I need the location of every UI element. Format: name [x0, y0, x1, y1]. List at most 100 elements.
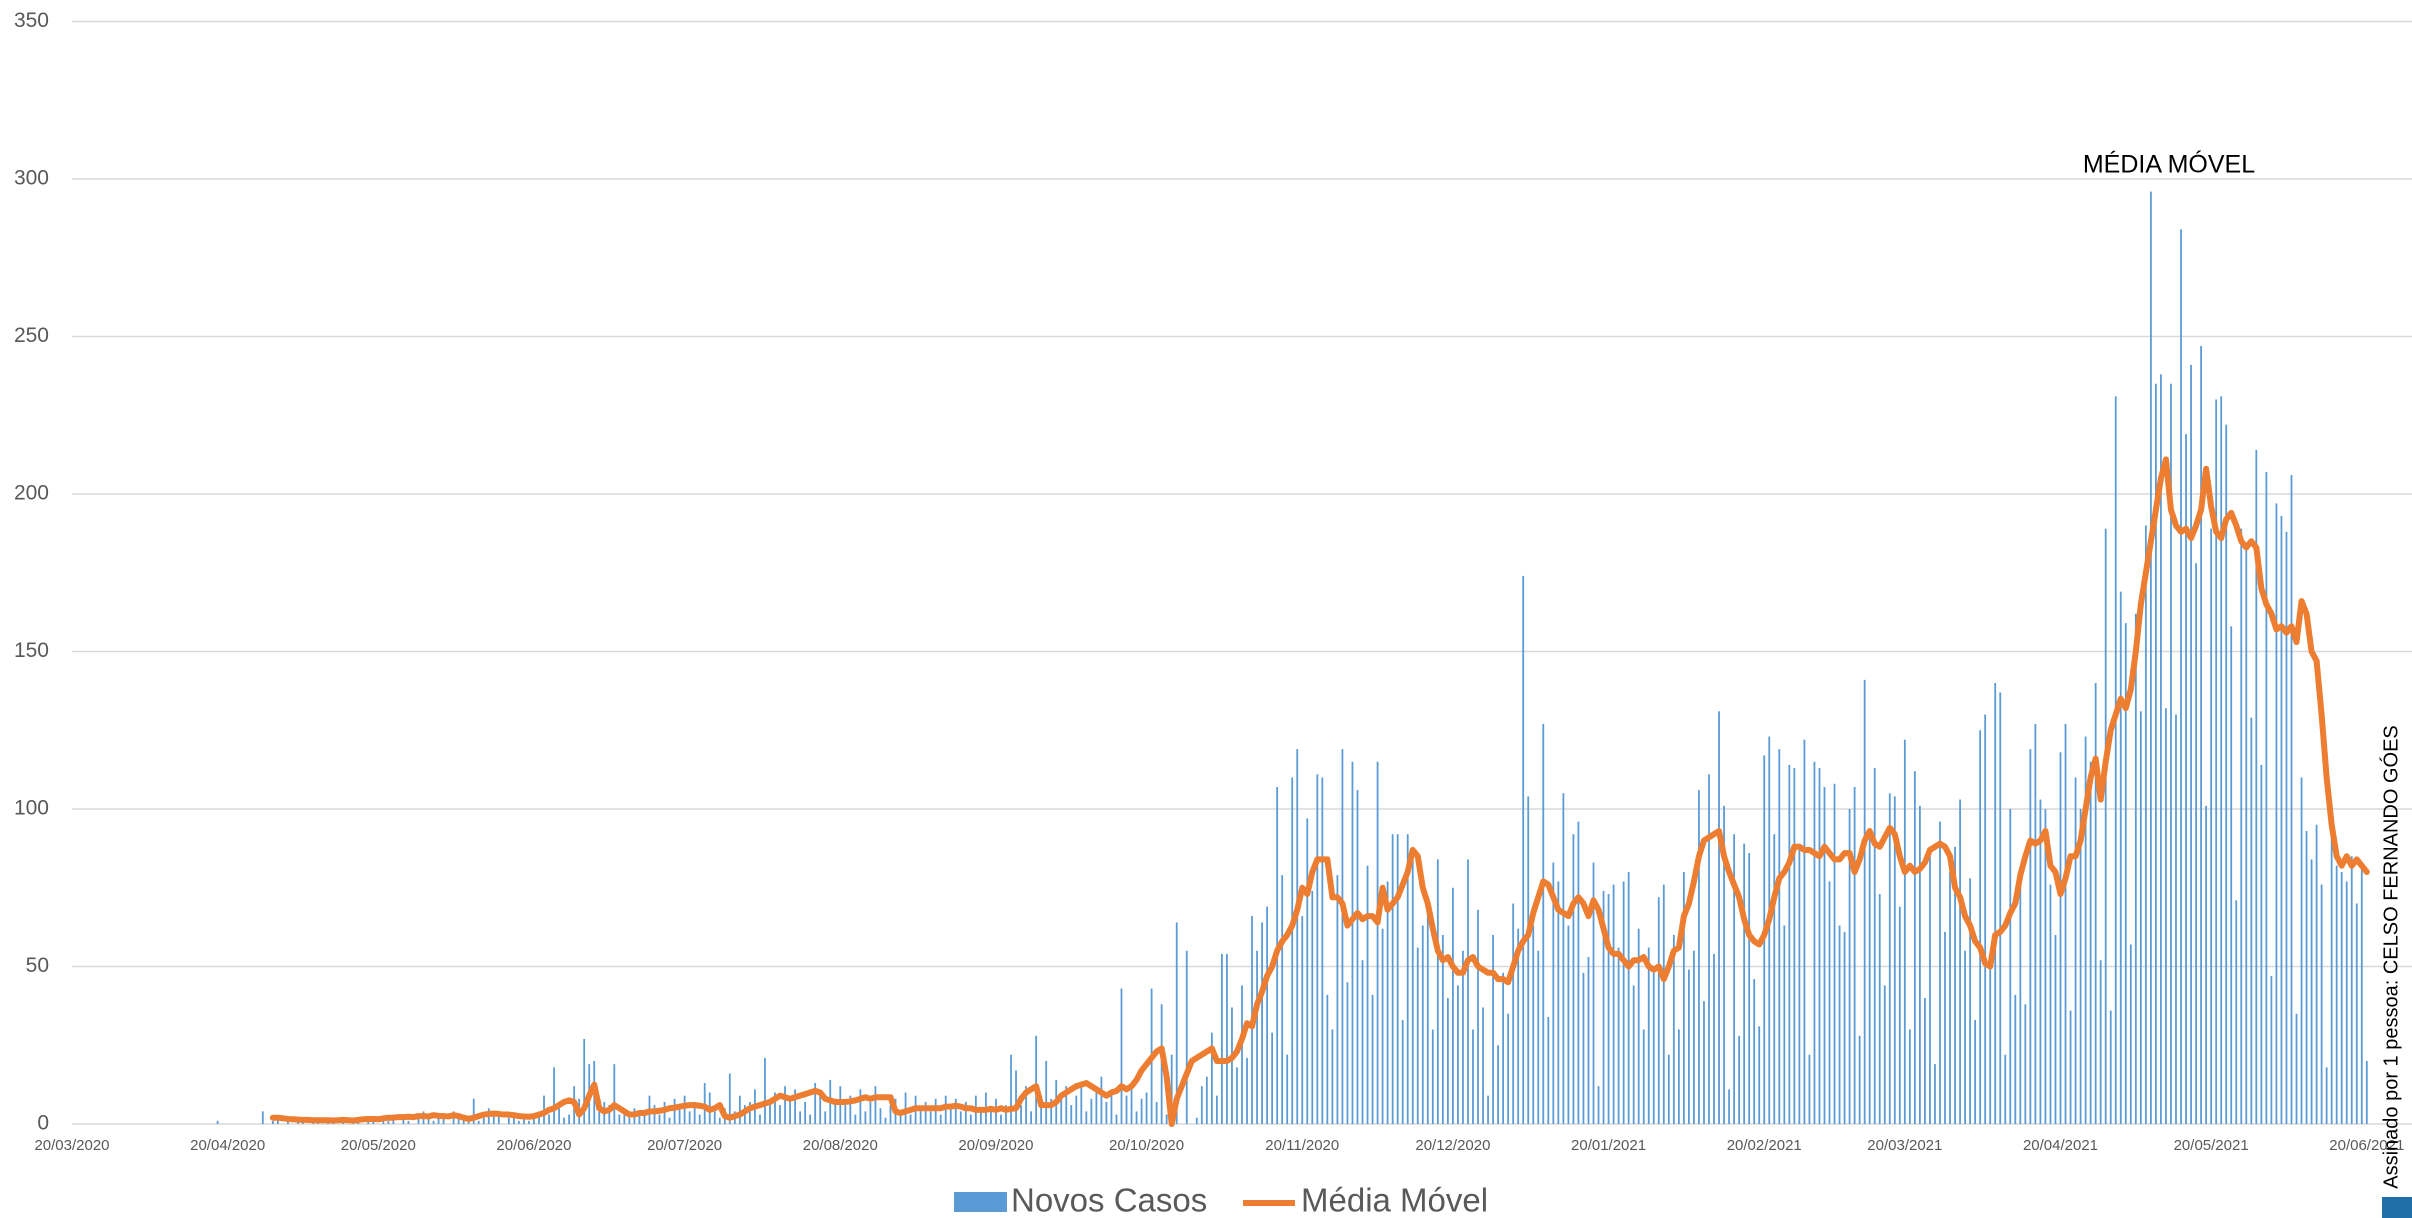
bar — [1140, 1098, 1143, 1124]
bar — [1281, 875, 1284, 1124]
bar — [1210, 1032, 1213, 1124]
bar — [1020, 1105, 1022, 1124]
bar — [2320, 884, 2323, 1124]
bar — [1908, 1029, 1911, 1124]
bar — [1195, 1117, 1198, 1124]
x-tick-label: 20/10/2020 — [1109, 1137, 1184, 1154]
bar — [2330, 827, 2333, 1124]
bar — [2345, 881, 2348, 1124]
bar — [568, 1114, 571, 1124]
bar — [1497, 1045, 1499, 1124]
bar — [477, 1120, 480, 1124]
bar — [2235, 900, 2238, 1124]
bar — [668, 1117, 671, 1124]
bar — [1944, 931, 1946, 1124]
bar — [1185, 950, 1188, 1124]
bar — [718, 1117, 721, 1124]
bar — [276, 1117, 279, 1124]
bar — [1361, 960, 1364, 1124]
bar — [2230, 626, 2233, 1124]
bar — [1040, 1095, 1043, 1124]
bar — [1070, 1105, 1073, 1124]
bar — [1205, 1076, 1208, 1124]
bar — [1602, 890, 1605, 1124]
bar — [849, 1095, 852, 1124]
bar — [738, 1095, 741, 1124]
annotation: MÉDIA MÓVEL — [2083, 150, 2255, 179]
bar — [2034, 723, 2037, 1124]
bar — [1035, 1035, 1038, 1124]
bar — [964, 1101, 967, 1124]
bar — [1989, 966, 1992, 1124]
bar — [1155, 1101, 1158, 1124]
bar — [2325, 1067, 2328, 1124]
bar — [2134, 613, 2137, 1124]
bar — [904, 1092, 907, 1124]
bar — [1642, 1029, 1645, 1124]
bar — [779, 1105, 781, 1124]
y-tick-label: 250 — [14, 324, 49, 347]
bar — [1888, 793, 1891, 1124]
bar — [1472, 1029, 1474, 1124]
bar — [874, 1086, 877, 1124]
bar — [1100, 1076, 1103, 1124]
bar — [1446, 998, 1449, 1124]
bar — [1226, 953, 1228, 1124]
bar — [598, 1111, 601, 1124]
bar — [507, 1117, 510, 1124]
bar — [939, 1114, 942, 1124]
bar — [1095, 1092, 1098, 1124]
bar — [1572, 834, 1575, 1124]
bar — [1050, 1098, 1053, 1124]
bar — [2109, 1010, 2112, 1124]
bar — [2185, 434, 2187, 1124]
bar — [959, 1111, 962, 1124]
bar — [472, 1098, 475, 1124]
bar — [2149, 191, 2152, 1125]
bar — [1381, 928, 1384, 1124]
bar — [2139, 711, 2142, 1124]
bar — [372, 1120, 375, 1124]
bar — [638, 1114, 641, 1124]
bar — [1718, 711, 1720, 1124]
bar — [1969, 878, 1972, 1124]
bar — [2170, 383, 2172, 1124]
bar — [764, 1057, 766, 1124]
bar — [1949, 872, 1951, 1124]
bar — [1682, 872, 1685, 1124]
bar — [518, 1120, 520, 1124]
bar — [1436, 859, 1439, 1124]
legend: Novos Casos Média Móvel — [954, 1182, 1488, 1218]
bar — [1768, 736, 1771, 1124]
bar — [2350, 856, 2353, 1124]
bar — [1482, 1007, 1484, 1124]
bar — [919, 1108, 922, 1124]
bar — [1487, 1095, 1489, 1124]
bar — [2094, 683, 2097, 1124]
bar — [1773, 834, 1776, 1124]
bar — [1657, 897, 1660, 1124]
bar — [1467, 859, 1469, 1124]
bar — [1010, 1054, 1012, 1124]
bar — [2079, 809, 2082, 1124]
bar — [1366, 865, 1369, 1124]
bar — [1462, 950, 1464, 1124]
bar — [1622, 881, 1625, 1124]
bar — [2315, 824, 2318, 1124]
bar — [1517, 928, 1520, 1124]
bar — [1241, 985, 1243, 1124]
bar — [1321, 777, 1324, 1124]
bar — [2089, 761, 2092, 1124]
bar — [713, 1111, 716, 1124]
bar — [1607, 894, 1610, 1124]
bar — [1105, 1101, 1108, 1124]
bar — [774, 1092, 776, 1124]
bar — [1562, 793, 1565, 1124]
bar — [1231, 1007, 1233, 1124]
bar — [1110, 1089, 1113, 1124]
bar — [1457, 985, 1459, 1124]
bar — [1401, 1020, 1404, 1124]
bar — [1426, 900, 1429, 1124]
bar — [1667, 1054, 1670, 1124]
bar — [1065, 1086, 1068, 1124]
